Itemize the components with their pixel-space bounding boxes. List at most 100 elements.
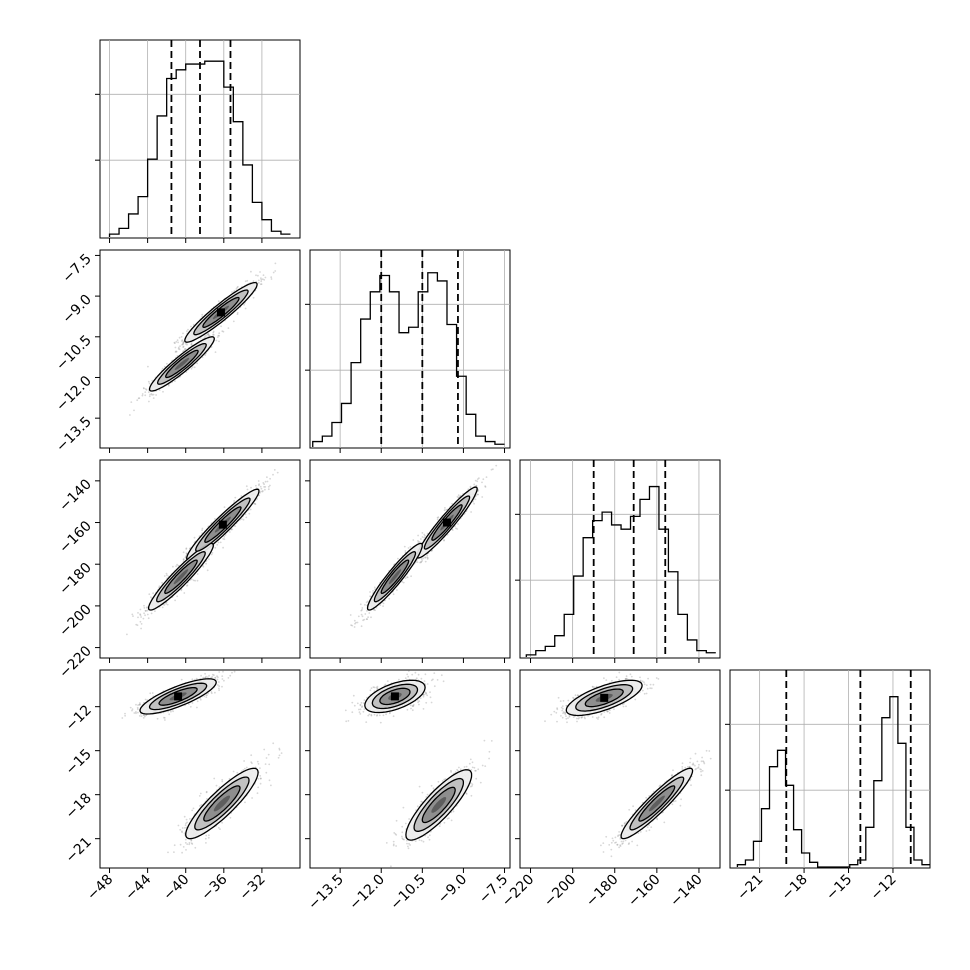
sample-point	[474, 498, 477, 501]
sample-point	[457, 494, 460, 497]
sample-point	[476, 480, 479, 483]
sample-point	[253, 502, 256, 505]
sample-point	[140, 627, 143, 630]
sample-point	[204, 335, 206, 337]
sample-point	[146, 606, 149, 609]
sample-point	[478, 477, 480, 479]
sample-point	[207, 333, 210, 336]
sample-point	[182, 346, 185, 348]
sample-point	[410, 575, 412, 578]
sample-point	[223, 506, 226, 509]
sample-point	[259, 485, 262, 488]
sample-point	[437, 516, 440, 519]
sample-point	[186, 330, 188, 332]
sample-point	[256, 498, 258, 500]
sample-point	[474, 479, 477, 482]
sample-point	[288, 451, 290, 453]
histogram-panel-2	[515, 459, 721, 663]
histogram-panel-0	[95, 39, 301, 243]
sample-point	[182, 345, 185, 348]
sample-point	[172, 565, 174, 568]
sample-point	[424, 556, 427, 559]
sample-point	[240, 495, 243, 497]
sample-point	[403, 545, 406, 548]
sample-point	[243, 303, 246, 306]
sample-point	[137, 397, 140, 400]
sample-point	[482, 478, 485, 481]
sample-point	[257, 480, 260, 482]
sample-point	[155, 394, 158, 396]
sample-point	[196, 362, 199, 365]
sample-point	[260, 490, 262, 493]
scatter-panel-0-1: −13.5−12.0−10.5−9.0−7.5	[53, 249, 301, 455]
sample-point	[361, 615, 364, 618]
y-tick-label: −140	[56, 476, 95, 515]
panel-frame	[309, 249, 511, 449]
sample-point	[244, 513, 247, 516]
sample-point	[237, 285, 239, 288]
sample-point	[359, 603, 362, 606]
sample-point	[388, 597, 391, 600]
sample-point	[444, 507, 446, 509]
sample-point	[139, 613, 142, 616]
sample-point	[151, 394, 154, 396]
sample-point	[150, 596, 152, 599]
sample-point	[142, 617, 145, 620]
sample-point	[152, 393, 155, 396]
sample-point	[421, 536, 424, 538]
sample-point	[138, 397, 141, 399]
sample-point	[245, 516, 248, 519]
contour-core	[174, 357, 190, 370]
sample-point	[182, 341, 185, 343]
sample-point	[126, 633, 128, 636]
sample-point	[263, 279, 266, 281]
sample-point	[484, 485, 487, 487]
sample-point	[202, 565, 205, 568]
sample-point	[179, 345, 181, 347]
sample-point	[144, 610, 147, 612]
sample-point	[227, 327, 230, 329]
sample-point	[426, 558, 429, 560]
sample-point	[451, 529, 454, 531]
sample-point	[185, 552, 188, 555]
sample-point	[143, 612, 146, 615]
sample-point	[207, 333, 210, 336]
sample-point	[137, 616, 139, 619]
sample-point	[176, 563, 179, 566]
sample-point	[148, 400, 150, 403]
sample-point	[207, 332, 209, 335]
sample-point	[144, 391, 147, 393]
sample-point	[129, 414, 131, 416]
sample-point	[201, 527, 204, 530]
sample-point	[218, 340, 220, 343]
x-tick-label: −15	[823, 872, 855, 904]
sample-point	[274, 262, 277, 265]
sample-point	[234, 525, 237, 527]
sample-point	[208, 335, 210, 337]
density-peak	[216, 308, 225, 317]
sample-point	[353, 619, 356, 622]
sample-point	[272, 473, 274, 476]
sample-point	[185, 548, 188, 550]
sample-point	[245, 485, 248, 488]
sample-point	[177, 346, 180, 349]
sample-point	[272, 271, 275, 274]
sample-point	[178, 348, 181, 351]
scatter-content	[129, 262, 277, 416]
sample-point	[180, 336, 183, 338]
sample-point	[455, 527, 457, 530]
sample-point	[416, 561, 419, 563]
sample-point	[201, 529, 204, 532]
sample-point	[176, 339, 179, 342]
sample-point	[175, 340, 178, 343]
sample-point	[192, 579, 195, 582]
density-peak	[218, 520, 227, 529]
sample-point	[351, 624, 354, 627]
sample-point	[484, 486, 487, 488]
sample-point	[436, 516, 439, 519]
sample-point	[175, 565, 178, 568]
sample-point	[141, 394, 144, 397]
sample-point	[230, 528, 233, 531]
sample-point	[270, 278, 273, 280]
sample-point	[166, 603, 169, 606]
